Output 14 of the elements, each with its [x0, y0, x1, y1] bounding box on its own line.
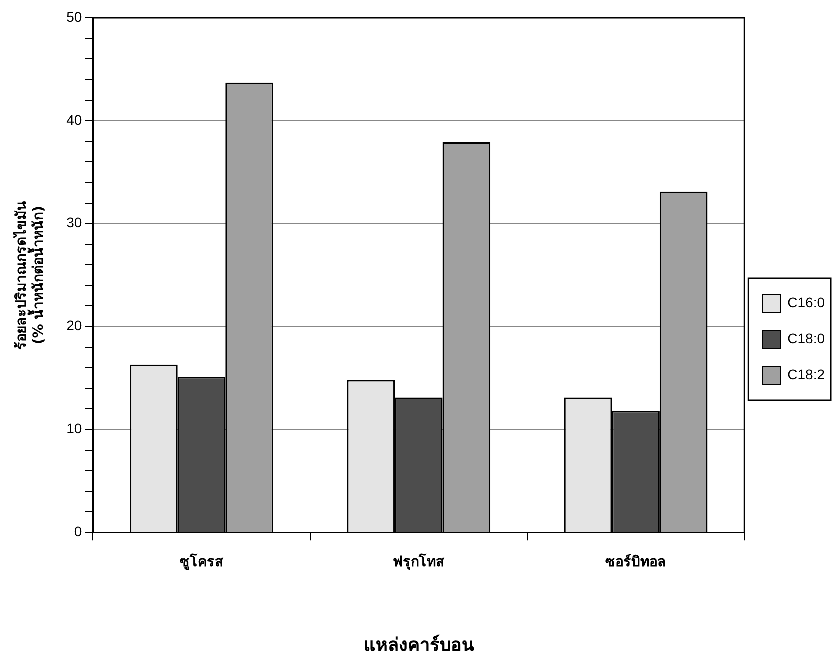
x-tick-label: ฟรุกโทส [392, 552, 445, 571]
legend-label: C16:0 [788, 294, 826, 310]
y-tick-label: 30 [66, 214, 82, 231]
legend-label: C18:2 [788, 366, 826, 382]
y-tick-label: 20 [66, 318, 82, 334]
y-axis-title: ร้อยละปริมาณกรดไขมัน (% น้ำหนักต่อน้ำหนัก) [12, 200, 47, 350]
y-tick-label: 40 [66, 112, 82, 128]
y-tick-label: 0 [74, 523, 82, 540]
x-axis-title: แหล่งคาร์บอน [364, 634, 475, 656]
legend-label: C18:0 [788, 330, 826, 346]
y-tick-label: 50 [66, 8, 82, 25]
y-tick-label: 10 [66, 420, 82, 437]
x-tick-label: ซูโครส [180, 552, 224, 571]
x-tick-label: ซอร์บิทอล [606, 554, 667, 571]
